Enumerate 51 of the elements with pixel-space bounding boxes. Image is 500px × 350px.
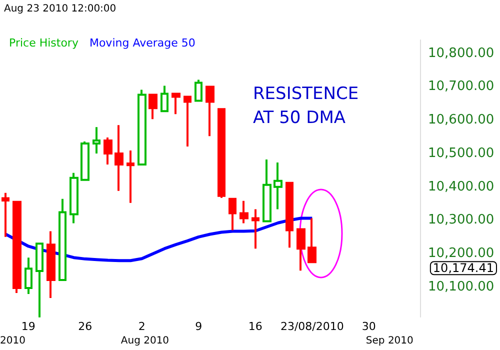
text: Sep 2010 bbox=[366, 336, 414, 346]
candlestick bbox=[148, 92, 158, 120]
candlestick bbox=[2, 192, 10, 238]
y-tick-label: 10,500.00 bbox=[428, 146, 494, 161]
y-tick-label: 10,600.00 bbox=[428, 112, 494, 128]
candlestick bbox=[194, 78, 202, 102]
candlestick bbox=[206, 84, 214, 138]
y-tick-label: 10,200.00 bbox=[428, 246, 494, 262]
candlestick bbox=[252, 208, 260, 250]
candlestick bbox=[218, 108, 226, 199]
y-tick-label: 10,800.00 bbox=[428, 46, 494, 61]
text: 10,174.41 bbox=[432, 261, 494, 276]
candlestick bbox=[114, 124, 124, 192]
text: Price History bbox=[9, 36, 79, 50]
x-tick-label: 2 bbox=[138, 320, 146, 333]
candlestick bbox=[70, 172, 78, 224]
y-tick-label: 10,700.00 bbox=[428, 79, 494, 94]
candlestick bbox=[24, 256, 32, 295]
text: Moving Average 50 bbox=[89, 36, 196, 50]
annotation: RESISTENCE AT 50 DMA bbox=[253, 84, 364, 128]
y-tick-label: 10,300.00 bbox=[428, 212, 494, 228]
candlestick bbox=[262, 158, 272, 222]
candlestick bbox=[296, 228, 306, 272]
x-tick-label: 26 bbox=[78, 320, 92, 333]
candlestick bbox=[58, 198, 66, 281]
candlestick bbox=[274, 161, 282, 210]
y-tick-label: 10,400.00 bbox=[428, 179, 494, 194]
x-tick-label: 30 bbox=[362, 320, 376, 333]
candlestick bbox=[138, 88, 146, 166]
chart-subtitle: Aug 23 2010 12:00:00 bbox=[4, 4, 116, 14]
candlestick bbox=[184, 94, 192, 148]
candlestick bbox=[12, 200, 22, 294]
candlestick bbox=[104, 136, 112, 166]
x-tick-label: 16 bbox=[248, 320, 262, 333]
text: Aug 2010 bbox=[120, 336, 170, 346]
candlestick bbox=[126, 149, 134, 204]
x-tick-label: 19 bbox=[21, 320, 36, 333]
candlestick bbox=[160, 84, 168, 112]
candlestick bbox=[92, 126, 100, 154]
text: 2010 bbox=[0, 336, 26, 346]
x-tick-label: 23/08/2010 bbox=[280, 320, 344, 333]
y-tick-label: 10,100.00 bbox=[428, 279, 494, 294]
candlestick bbox=[172, 92, 180, 116]
candlestick bbox=[228, 198, 236, 232]
candlestick bbox=[80, 140, 90, 182]
candlestick bbox=[286, 182, 294, 249]
candlestick bbox=[36, 242, 44, 318]
candlestick bbox=[46, 230, 56, 299]
candlestick bbox=[240, 200, 248, 224]
candlestick bbox=[308, 217, 316, 264]
x-tick-label: 9 bbox=[195, 320, 202, 333]
